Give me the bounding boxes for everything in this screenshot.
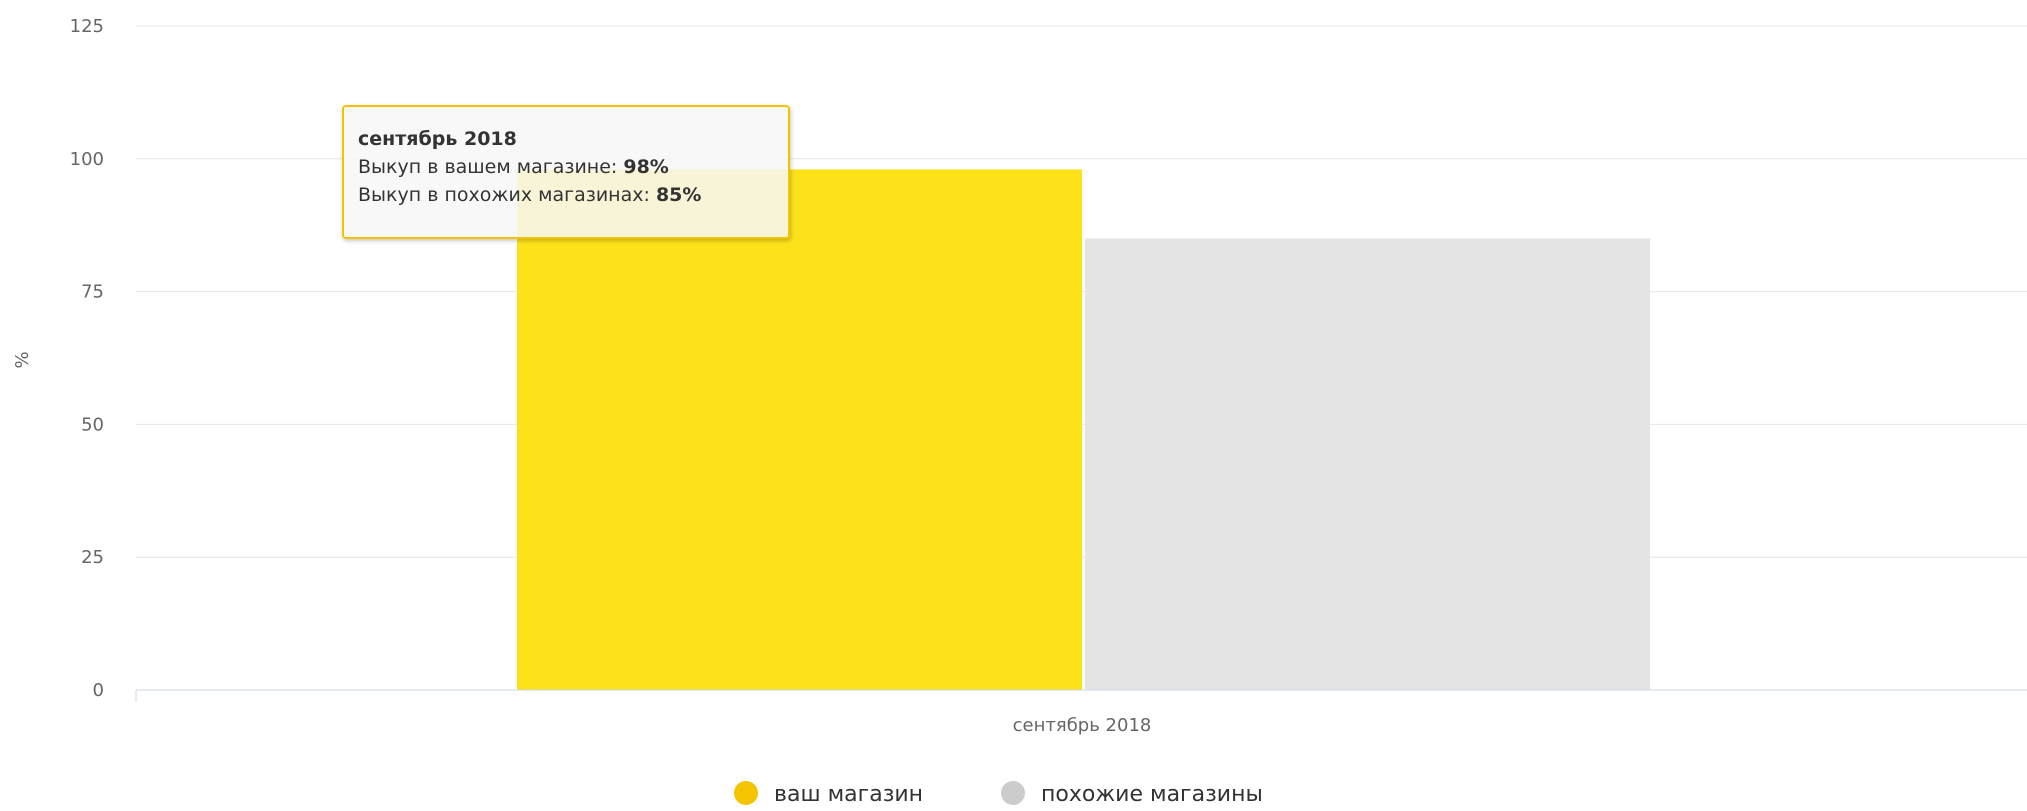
y-tick-label: 125 (70, 16, 104, 37)
bar-similar-stores[interactable] (1085, 238, 1650, 691)
tooltip-value-similar-stores: 85% (655, 184, 702, 206)
bar-your-store[interactable] (517, 169, 1082, 690)
y-axis-ticks: 0 25 50 75 100 125 (70, 16, 104, 701)
bars (517, 169, 1650, 691)
tooltip-label-similar-stores: Выкуп в похожих магазинах: (358, 184, 656, 206)
y-axis-title: % (12, 351, 33, 368)
y-tick-label: 100 (70, 149, 104, 170)
x-category-label: сентябрь 2018 (1013, 715, 1152, 736)
y-tick-label: 0 (93, 680, 104, 701)
y-tick-label: 25 (81, 547, 104, 568)
y-tick-label: 75 (81, 282, 104, 303)
tooltip-line-your-store: Выкуп в вашем магазине: 98% (358, 153, 774, 181)
legend-marker-similar-stores (1001, 781, 1025, 805)
legend-marker-your-store (734, 781, 758, 805)
legend-label-similar-stores: похожие магазины (1041, 782, 1263, 807)
legend-item-similar-stores[interactable]: похожие магазины (1001, 781, 1263, 807)
legend-item-your-store[interactable]: ваш магазин (734, 781, 923, 807)
tooltip-title: сентябрь 2018 (358, 128, 517, 150)
tooltip-value-your-store: 98% (623, 156, 669, 178)
tooltip-label-your-store: Выкуп в вашем магазине: (358, 156, 624, 178)
y-tick-label: 50 (81, 414, 104, 435)
tooltip-line-similar-stores: Выкуп в похожих магазинах: 85% (358, 181, 774, 209)
legend: ваш магазин похожие магазины (734, 781, 1263, 807)
chart-tooltip: сентябрь 2018 Выкуп в вашем магазине: 98… (342, 105, 790, 239)
legend-label-your-store: ваш магазин (774, 782, 923, 807)
